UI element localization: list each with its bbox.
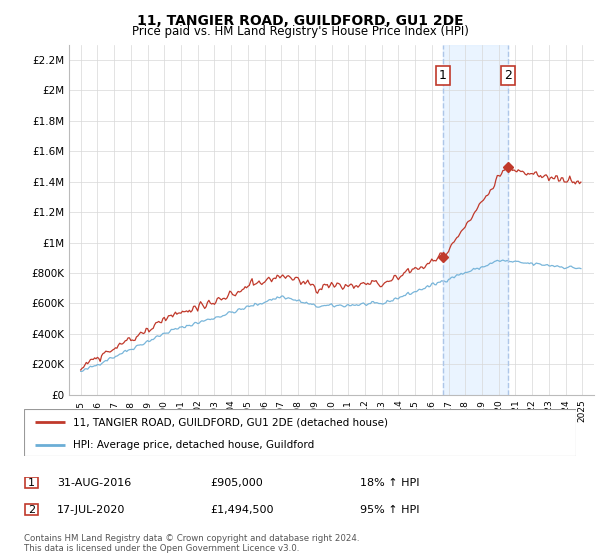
Text: 2: 2 xyxy=(504,69,512,82)
Text: 17-JUL-2020: 17-JUL-2020 xyxy=(57,505,125,515)
Bar xyxy=(443,45,508,395)
Text: £1,494,500: £1,494,500 xyxy=(210,505,274,515)
Text: Price paid vs. HM Land Registry's House Price Index (HPI): Price paid vs. HM Land Registry's House … xyxy=(131,25,469,38)
Text: 31-AUG-2016: 31-AUG-2016 xyxy=(57,478,131,488)
Text: 1: 1 xyxy=(439,69,447,82)
Text: 11, TANGIER ROAD, GUILDFORD, GU1 2DE (detached house): 11, TANGIER ROAD, GUILDFORD, GU1 2DE (de… xyxy=(73,417,388,427)
Text: £905,000: £905,000 xyxy=(210,478,263,488)
Text: 2: 2 xyxy=(28,505,35,515)
Text: 95% ↑ HPI: 95% ↑ HPI xyxy=(360,505,419,515)
Text: 18% ↑ HPI: 18% ↑ HPI xyxy=(360,478,419,488)
Text: Contains HM Land Registry data © Crown copyright and database right 2024.
This d: Contains HM Land Registry data © Crown c… xyxy=(24,534,359,553)
Text: HPI: Average price, detached house, Guildford: HPI: Average price, detached house, Guil… xyxy=(73,440,314,450)
Text: 11, TANGIER ROAD, GUILDFORD, GU1 2DE: 11, TANGIER ROAD, GUILDFORD, GU1 2DE xyxy=(137,14,463,28)
Text: 1: 1 xyxy=(28,478,35,488)
